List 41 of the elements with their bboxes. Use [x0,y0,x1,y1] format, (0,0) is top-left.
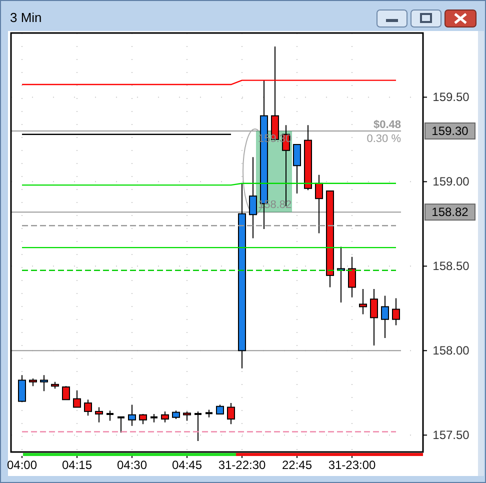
y-tick-label: 159.50 [432,90,470,104]
candlestick [348,256,356,298]
x-tick-label: 04:45 [172,458,202,472]
y-tick-label: 157.50 [432,428,470,442]
candlestick [370,288,378,346]
x-tick-label: 22:45 [282,458,312,472]
y-tick-label: 158.50 [432,259,470,274]
candlestick [62,386,70,400]
candlestick [293,144,301,194]
candlestick [84,399,92,416]
candlestick [359,288,367,315]
annotation: $0.48 [373,118,401,131]
candlestick [381,295,389,338]
annotation: 0.30 % [366,132,402,145]
candlestick [128,404,136,426]
candlestick [73,390,81,408]
candlestick [40,374,48,392]
candlestick [161,410,169,423]
candlestick [183,410,191,422]
candlestick [106,410,114,422]
y-tick-label: 159.00 [432,174,470,189]
x-tick-label: 31-22:30 [218,458,266,472]
candlestick [216,404,224,414]
annotation: 159.30 [258,132,292,145]
y-tick-label: 158.00 [432,344,470,358]
ref-line-label: 158.82 [432,205,469,220]
candlestick [315,174,323,234]
candlestick [194,410,202,442]
x-tick-label: 04:30 [116,458,148,472]
candlestick [139,413,147,425]
candlestick [18,374,26,403]
ref-line-label: 159.30 [432,124,469,138]
candlestick [118,416,124,434]
x-tick-label: 04:15 [62,458,92,472]
candlestick [227,402,235,425]
candlestick [249,156,257,239]
candlestick [392,298,400,326]
x-tick-label: 04:00 [6,458,38,472]
x-tick-label: 31-23:00 [328,458,376,472]
chart-title: 3 Min [10,10,42,25]
candlestick [95,406,103,423]
